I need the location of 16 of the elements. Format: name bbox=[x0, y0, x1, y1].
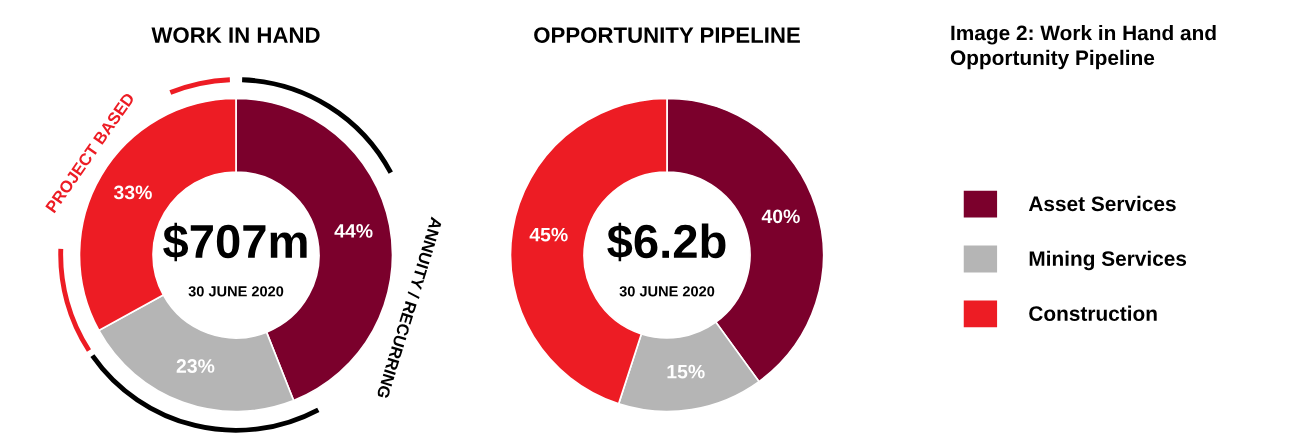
legend-label: Construction bbox=[1029, 305, 1157, 321]
data-label: 23% bbox=[176, 359, 215, 373]
text: Image 2: Work in Hand and Opportunity Pipeline bbox=[950, 25, 1216, 70]
text: $707m bbox=[163, 222, 307, 262]
text: $6.2b bbox=[607, 222, 726, 262]
data-label: 45% bbox=[529, 227, 568, 242]
legend-label: Mining Services bbox=[1029, 250, 1187, 271]
text: 30 JUNE 2020 bbox=[188, 286, 284, 297]
data-label: 15% bbox=[667, 364, 705, 379]
data-label: 33% bbox=[113, 185, 152, 200]
chart-title: OPPORTUNITY PIPELINE bbox=[534, 27, 800, 43]
legend-label: Asset Services bbox=[1028, 195, 1176, 212]
data-label: 40% bbox=[761, 209, 800, 224]
text: 30 JUNE 2020 bbox=[619, 286, 715, 297]
chart-title: WORK IN HAND bbox=[151, 27, 320, 43]
data-label: 44% bbox=[334, 224, 373, 238]
